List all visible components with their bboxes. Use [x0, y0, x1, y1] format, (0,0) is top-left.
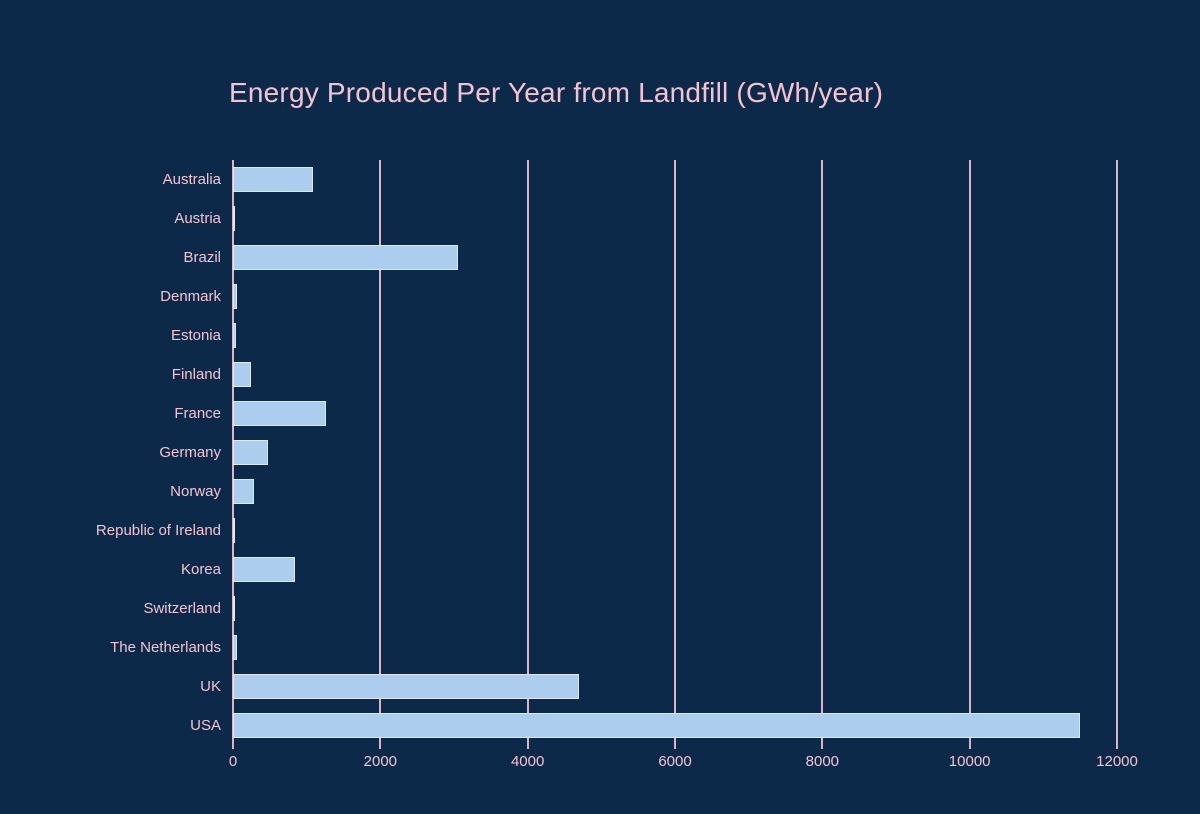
category-label: Brazil	[183, 249, 221, 266]
bar	[233, 206, 235, 231]
axis-tick-mark	[968, 745, 971, 749]
category-label: UK	[200, 678, 221, 695]
category-label: Denmark	[160, 288, 221, 305]
axis-tick-mark	[232, 745, 234, 749]
axis-tick-mark	[379, 745, 382, 749]
bar	[233, 440, 269, 465]
x-axis-tick-labels: 0 2000 4000 6000 8000 10000 12000	[229, 752, 1138, 776]
category-label: The Netherlands	[110, 639, 221, 656]
x-tick-label: 2000	[363, 753, 398, 770]
gridline	[1116, 160, 1118, 749]
category-label: Switzerland	[143, 600, 221, 617]
category-label: Austria	[174, 210, 221, 227]
x-tick-label: 4000	[510, 753, 545, 770]
bar	[233, 479, 254, 504]
axis-tick-mark	[526, 745, 529, 749]
gridline	[674, 160, 676, 749]
chart-title: Energy Produced Per Year from Landfill (…	[229, 76, 884, 108]
axis-tick-mark	[1116, 745, 1118, 749]
gridline	[526, 160, 529, 749]
category-label: Republic of Ireland	[95, 522, 221, 539]
category-label: Norway	[170, 483, 221, 500]
category-label: Korea	[180, 561, 221, 578]
bar	[233, 518, 236, 543]
category-label: Australia	[162, 171, 221, 188]
x-tick-label: 0	[228, 753, 238, 770]
gridline	[379, 160, 382, 749]
gridline	[968, 160, 971, 749]
category-label: France	[174, 405, 221, 422]
bar	[233, 362, 251, 387]
bar	[233, 635, 238, 660]
y-axis-labels: Australia Austria Brazil Denmark Estonia Finl…	[0, 160, 221, 745]
bar	[233, 284, 238, 309]
category-label: USA	[190, 717, 221, 734]
bar	[233, 557, 295, 582]
gridline	[821, 160, 824, 749]
bar	[233, 401, 326, 426]
bar	[233, 245, 458, 270]
bar	[233, 323, 236, 348]
bar	[233, 713, 1081, 738]
plot-area	[232, 160, 1118, 749]
axis-tick-mark	[821, 745, 824, 749]
x-tick-label: 12000	[1096, 753, 1138, 770]
category-label: Germany	[159, 444, 221, 461]
x-tick-label: 8000	[805, 753, 840, 770]
category-label: Finland	[171, 366, 221, 383]
bar	[233, 167, 313, 192]
bar	[233, 674, 580, 699]
axis-tick-mark	[674, 745, 676, 749]
category-label: Estonia	[170, 327, 221, 344]
x-tick-label: 6000	[658, 753, 692, 770]
x-tick-label: 10000	[948, 753, 991, 770]
bar	[233, 596, 235, 621]
